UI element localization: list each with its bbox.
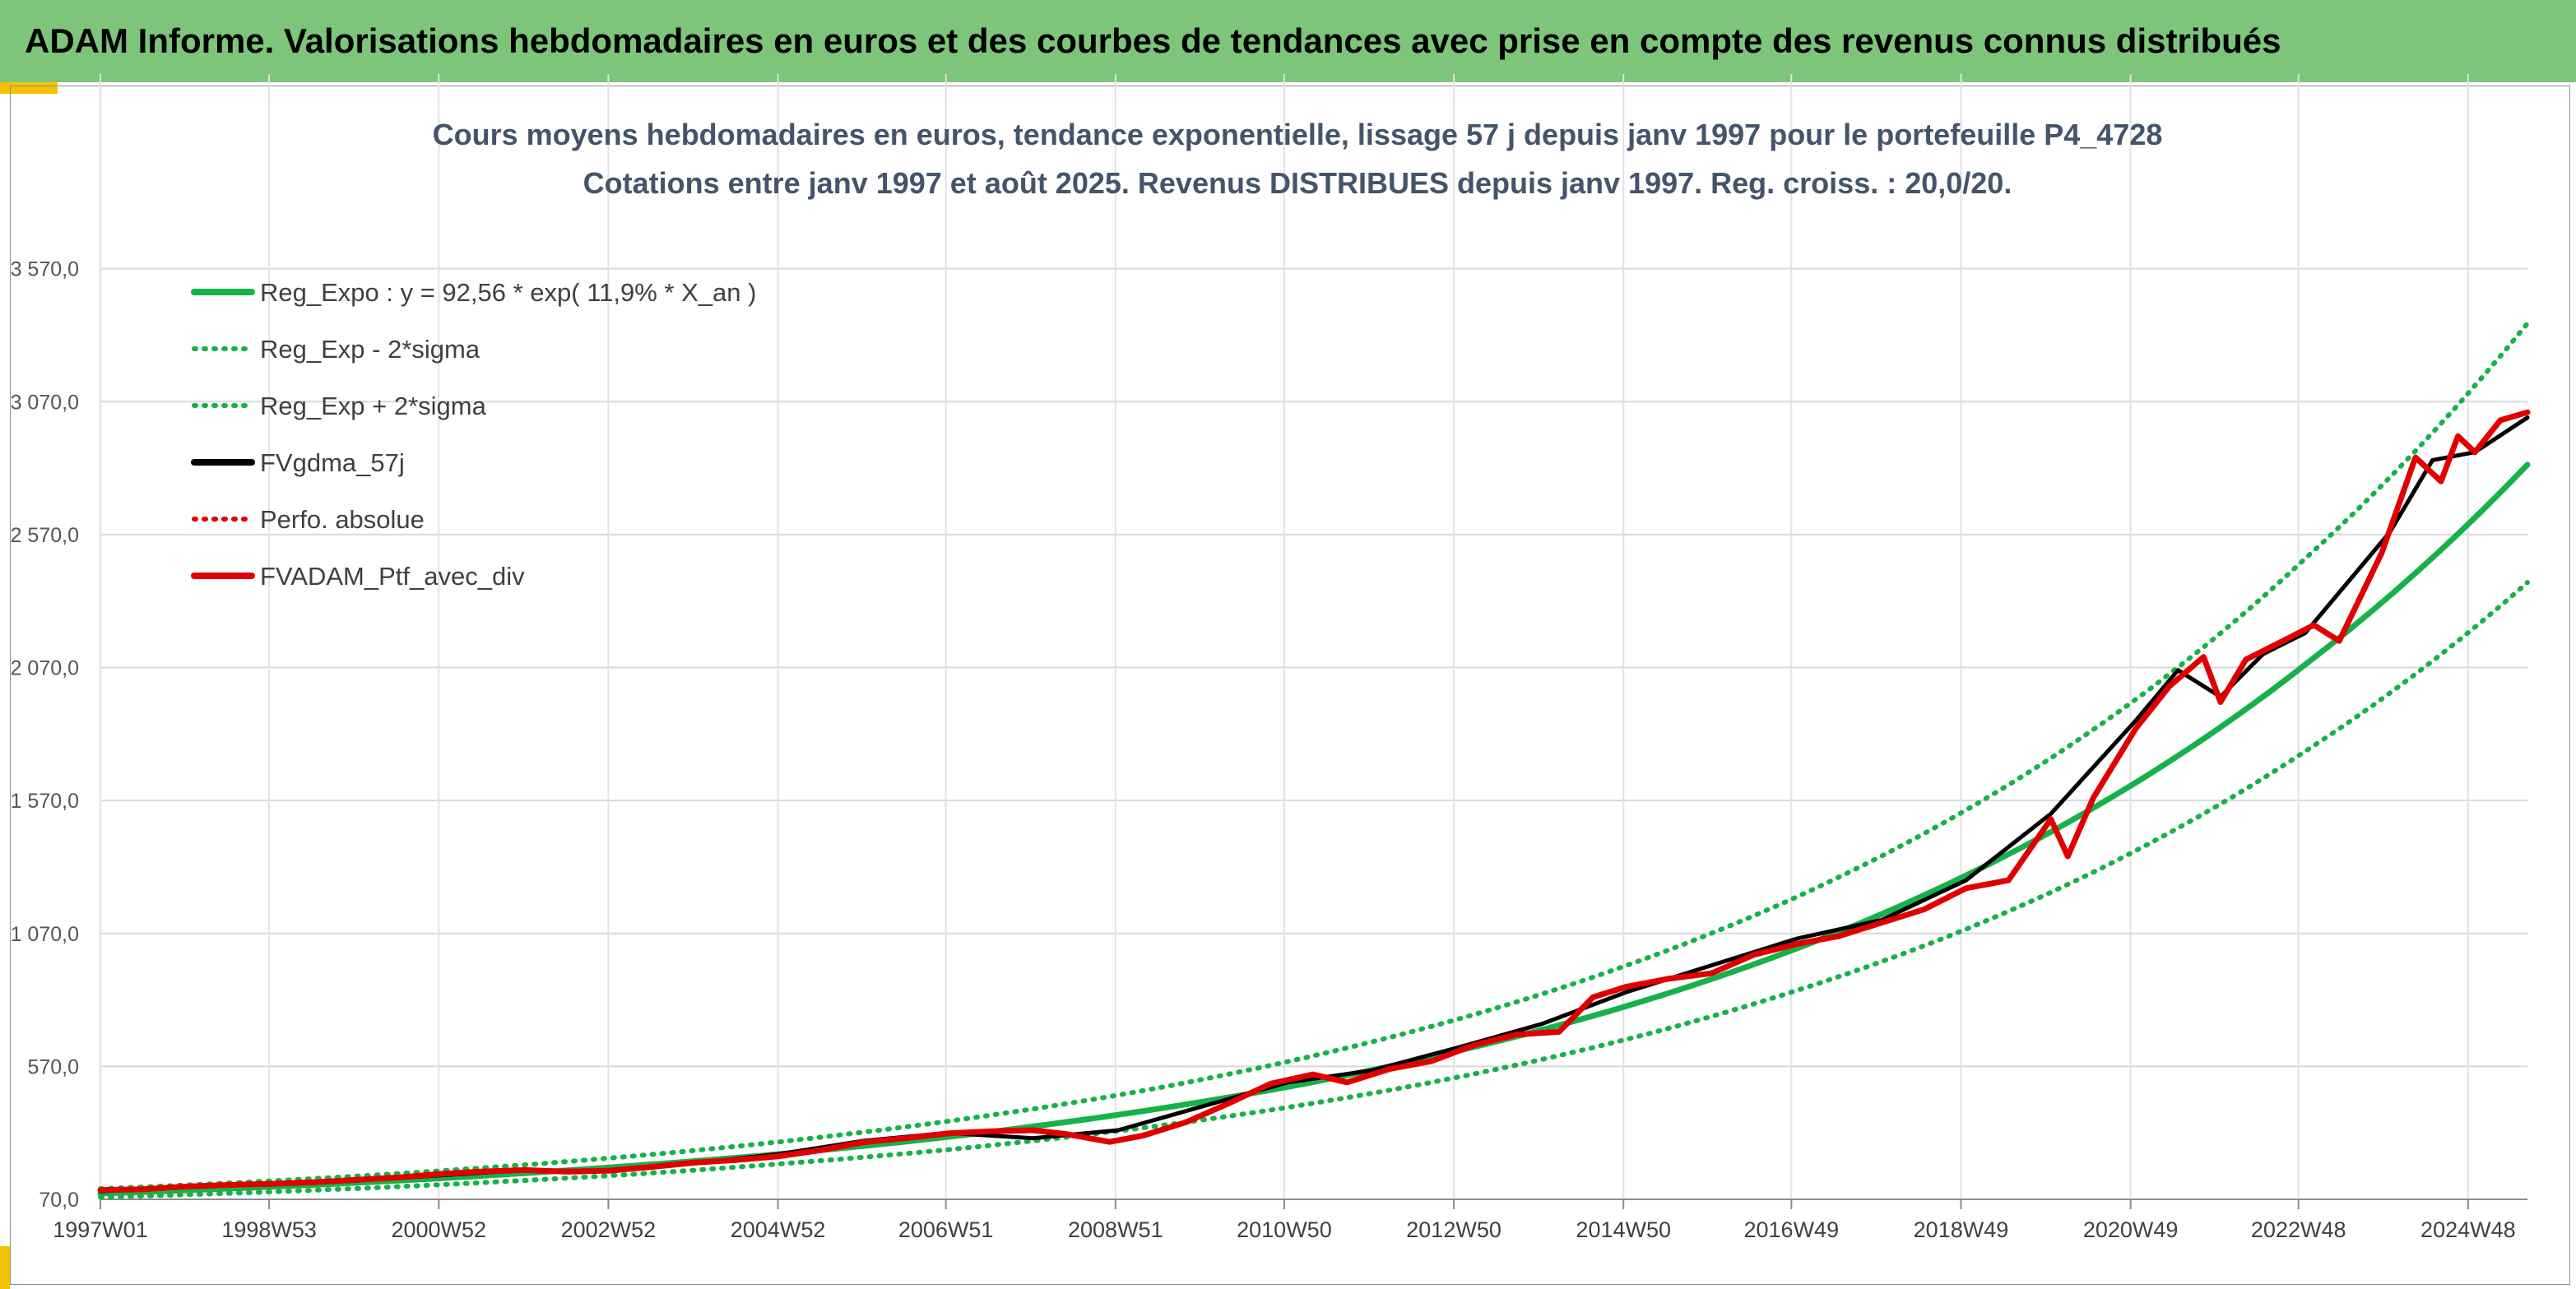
- chart-subtitle: Cotations entre janv 1997 et août 2025. …: [583, 166, 2012, 200]
- legend-label: Reg_Exp - 2*sigma: [260, 335, 480, 364]
- x-tick-label: 2004W52: [731, 1217, 826, 1242]
- legend-item: Reg_Exp - 2*sigma: [192, 335, 480, 364]
- legend-label: Reg_Exp + 2*sigma: [260, 392, 487, 420]
- x-tick-label: 2008W51: [1068, 1217, 1163, 1242]
- x-tick-label: 2014W50: [1576, 1217, 1671, 1242]
- left-accent-strip: [0, 82, 10, 1289]
- legend-label: Reg_Expo : y = 92,56 * exp( 11,9% * X_an…: [260, 278, 756, 307]
- x-tick-label: 2022W48: [2251, 1217, 2346, 1242]
- series-fvadam-ptf-avec-div: [97, 409, 2531, 1194]
- x-tick-label: 2010W50: [1237, 1217, 1332, 1242]
- legend-label: Perfo. absolue: [260, 505, 425, 534]
- grid: [100, 74, 2527, 1200]
- chart-title: Cours moyens hebdomadaires en euros, ten…: [433, 118, 2163, 151]
- axes: 70,0 570,0 1 070,0 1 570,0 2 070,0 2 570,0 3 0…: [11, 258, 2527, 1242]
- legend-label: FVgdma_57j: [260, 448, 405, 477]
- title-banner: ADAM Informe. Valorisations hebdomadaire…: [0, 0, 2576, 82]
- y-tick-label: 3 570,0: [11, 258, 79, 281]
- legend-item: FVgdma_57j: [191, 448, 405, 477]
- x-tick-label: 2020W49: [2083, 1217, 2179, 1242]
- x-tick-label: 2000W52: [391, 1217, 486, 1242]
- y-tick-label: 70,0: [39, 1189, 79, 1212]
- banner-title: ADAM Informe. Valorisations hebdomadaire…: [25, 21, 2281, 60]
- top-accent-bar: [0, 82, 58, 94]
- series-reg-exp-minus-2sigma: [98, 580, 2530, 1200]
- x-tick-label: 2012W50: [1406, 1217, 1502, 1242]
- y-tick-label: 1 070,0: [11, 923, 79, 946]
- x-tick-label: 1997W01: [53, 1217, 148, 1242]
- series-layer: [97, 321, 2531, 1200]
- y-tick-label: 1 570,0: [11, 790, 79, 813]
- x-tick-label: 2002W52: [561, 1217, 657, 1242]
- legend-item: Reg_Exp + 2*sigma: [192, 392, 487, 420]
- x-tick-label: 2016W49: [1744, 1217, 1840, 1242]
- x-tick-label: 1998W53: [221, 1217, 317, 1242]
- legend: Reg_Expo : y = 92,56 * exp( 11,9% * X_an…: [191, 278, 756, 591]
- bottom-accent-bar: [0, 1246, 10, 1289]
- y-tick-label: 2 070,0: [11, 657, 79, 680]
- legend-label: FVADAM_Ptf_avec_div: [260, 562, 525, 591]
- y-tick-label: 2 570,0: [11, 524, 79, 547]
- x-tick-label: 2006W51: [898, 1217, 994, 1242]
- series-reg-expo: [97, 461, 2531, 1197]
- legend-item: FVADAM_Ptf_avec_div: [191, 562, 525, 591]
- y-tick-label: 570,0: [27, 1055, 79, 1078]
- chart-frame: [10, 86, 2570, 1285]
- legend-item: Perfo. absolue: [192, 505, 425, 534]
- x-tick-label: 2024W48: [2421, 1217, 2516, 1242]
- y-tick-label: 3 070,0: [11, 391, 79, 414]
- x-tick-label: 2018W49: [1914, 1217, 2009, 1242]
- legend-item: Reg_Expo : y = 92,56 * exp( 11,9% * X_an…: [191, 278, 756, 307]
- series-reg-exp-plus-2sigma: [98, 321, 2530, 1192]
